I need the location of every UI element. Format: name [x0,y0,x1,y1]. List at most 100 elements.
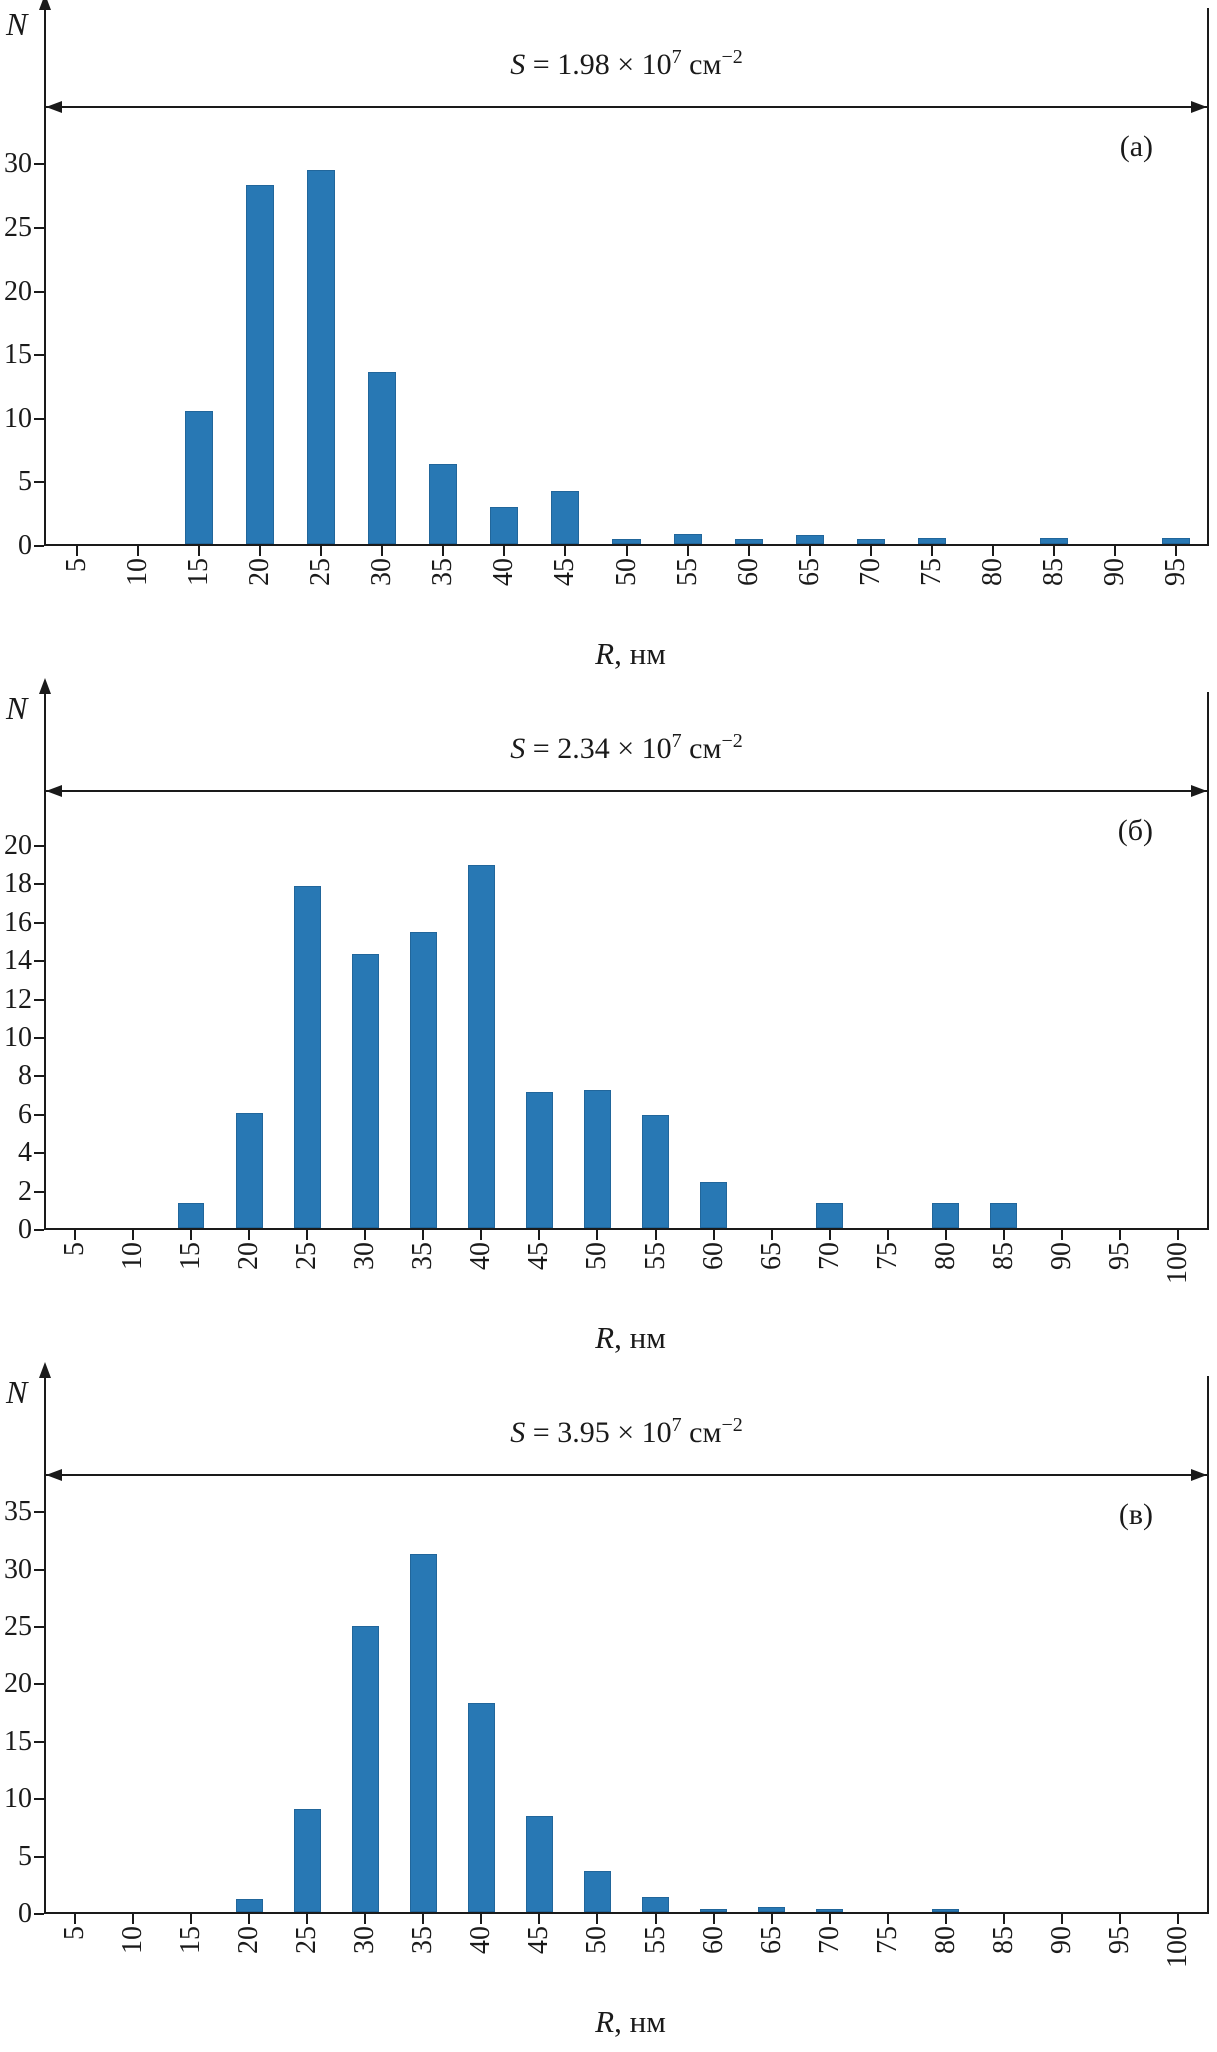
x-tick-label-text: 60 [697,1926,729,1954]
y-axis-title: N [6,6,27,43]
histogram-bar [177,1203,205,1228]
plot-area: S = 3.95 × 107 см−2 (в) 5 10 15 20 25 30 35 40 4… [4,1362,1209,1968]
density-annotation: S = 1.98 × 107 см−2 [44,46,1209,81]
x-tick-label-text: 5 [59,1926,91,1940]
y-axis-tick [34,1568,44,1571]
x-tick-label-text: 20 [233,1242,265,1270]
x-tick-label: 10 [122,558,153,586]
x-axis-tick [75,544,78,556]
panel-label: (в) [1118,1498,1153,1531]
x-axis-tick [808,544,811,556]
x-axis-tick [136,544,139,556]
x-tick-label-text: 15 [182,558,214,586]
x-axis-title-unit: , нм [614,2004,666,2039]
histogram-bar [990,1203,1018,1228]
x-tick-label-text: 95 [1103,1926,1135,1954]
arrowhead-right-icon [1191,785,1207,797]
x-axis-tick [564,544,567,556]
x-tick-label: 40 [465,1926,496,1954]
x-tick-label: 85 [988,1242,1019,1270]
y-tick-label: 20 [4,830,32,861]
x-tick-label-text: 75 [871,1242,903,1270]
histogram-bar [526,1092,553,1228]
x-tick-label-text: 40 [465,1242,497,1270]
x-tick-label: 20 [233,1926,264,1954]
x-tick-label: 15 [175,1242,207,1270]
right-frame-line [1207,692,1209,1230]
x-tick-label-text: 95 [1160,558,1192,586]
x-tick-label: 30 [349,1926,380,1954]
histogram-bar [856,538,885,544]
x-axis-tick [364,1912,367,1924]
x-axis-tick [503,544,506,556]
histogram-bar [816,1908,843,1912]
bars-layer: 5 10 15 20 25 30 35 40 45 50 55 60 65 70 75 80 85 90 95 100 [46,702,1207,1284]
x-tick-label-text: 25 [291,1242,323,1270]
y-tick-label: 25 [4,211,32,243]
x-axis-tick [1114,544,1117,556]
x-axis-tick [828,1912,831,1924]
x-axis-tick [992,544,995,556]
y-axis-tick [34,1190,44,1193]
x-axis-tick [197,544,200,556]
x-tick-label-text: 15 [175,1242,207,1270]
arrowhead-right-icon [1191,101,1207,113]
x-tick-label-text: 5 [59,1242,91,1256]
x-tick-label-text: 55 [639,1926,671,1954]
annotation-unit: см [681,48,722,81]
x-tick-label: 10 [117,1242,149,1270]
y-axis-tick [34,883,44,886]
x-tick-label: 55 [671,558,703,586]
y-tick-label: 18 [4,868,32,900]
bars-layer: 5 10 15 20 25 30 35 40 45 50 55 60 65 70 75 80 85 90 95 [46,18,1207,586]
x-tick-label: 15 [182,558,214,586]
plot-area: S = 1.98 × 107 см−2 (а) 5 10 15 20 25 30 35 40 4… [4,0,1209,586]
y-axis [44,1376,46,1914]
histogram-bar [245,185,274,544]
y-axis-tick [34,481,44,484]
x-axis-tick [712,1228,715,1240]
x-axis-tick [258,544,261,556]
y-tick-label: 25 [4,1611,32,1643]
x-axis-title: R, нм [44,1320,1217,1356]
histogram-bar [584,1870,611,1912]
arrowhead-left-icon [46,785,62,797]
y-axis-tick [34,1075,44,1078]
x-tick-label-text: 55 [671,558,703,586]
x-axis-tick [1053,544,1056,556]
x-axis-tick [1060,1228,1063,1240]
x-axis-tick [625,544,628,556]
x-tick-label: 70 [814,1242,845,1270]
right-frame-line [1207,1376,1209,1914]
x-axis-tick [538,1228,541,1240]
histogram-bar [1162,537,1191,544]
y-axis-tick [34,1798,44,1801]
x-tick-label: 70 [855,558,886,586]
histogram-bar [235,1899,263,1912]
histogram-bar [429,464,458,544]
x-tick-label-text: 10 [117,1242,149,1270]
x-tick-label-text: 90 [1045,1242,1077,1270]
x-axis-tick [1176,1228,1179,1240]
x-tick-label: 50 [581,1242,612,1270]
annotation-exponent: 7 [671,1414,682,1436]
histogram-panel-v: N S = 3.95 × 107 см−2 (в) 5 10 15 20 25 30 35 4… [0,1362,1217,2052]
x-axis-tick [74,1912,77,1924]
x-axis-tick [747,544,750,556]
y-axis-tick [34,1037,44,1039]
x-axis-tick [132,1912,135,1924]
annotation-variable: S [510,732,526,765]
annotation-value: = 1.98 × 10 [525,48,672,81]
x-tick-label-text: 30 [366,558,398,586]
x-tick-label-text: 5 [60,558,92,572]
plot-area: S = 2.34 × 107 см−2 (б) 5 10 15 20 25 30 35 40 4… [4,678,1209,1284]
x-axis-tick [869,544,872,556]
x-tick-label-text: 100 [1161,1926,1193,1968]
histogram-bar [235,1113,263,1228]
x-tick-label: 30 [366,558,398,586]
x-tick-label-text: 60 [732,558,764,586]
y-axis-tick [34,545,44,547]
x-tick-label-text: 45 [549,558,581,586]
x-axis-tick [770,1912,773,1924]
x-tick-label-text: 65 [793,558,825,586]
